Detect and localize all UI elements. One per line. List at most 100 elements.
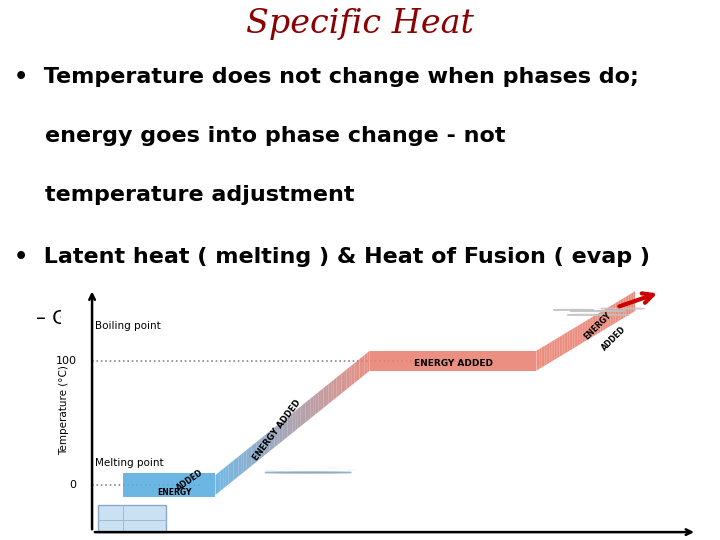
Polygon shape [238, 454, 241, 476]
Polygon shape [223, 467, 226, 489]
Text: Temperature (°C): Temperature (°C) [59, 366, 69, 455]
Polygon shape [244, 450, 246, 472]
Polygon shape [613, 303, 616, 324]
Text: ENERGY: ENERGY [582, 310, 613, 341]
Polygon shape [541, 347, 543, 368]
Polygon shape [609, 306, 611, 327]
Polygon shape [295, 409, 298, 431]
Polygon shape [607, 307, 609, 328]
Polygon shape [632, 292, 634, 313]
Polygon shape [352, 363, 354, 385]
Polygon shape [287, 415, 290, 437]
Polygon shape [556, 338, 558, 359]
Polygon shape [318, 390, 321, 412]
Polygon shape [349, 365, 352, 387]
Polygon shape [634, 291, 635, 312]
Text: temperature adjustment: temperature adjustment [14, 185, 355, 205]
Polygon shape [590, 317, 593, 338]
Polygon shape [572, 328, 575, 349]
Polygon shape [290, 413, 292, 435]
Text: – Gives amount of energy needed for phase change: – Gives amount of energy needed for phas… [36, 309, 542, 328]
Polygon shape [559, 336, 561, 357]
Polygon shape [259, 438, 262, 460]
Polygon shape [344, 369, 346, 392]
Polygon shape [584, 321, 586, 342]
Polygon shape [538, 349, 540, 370]
Polygon shape [336, 376, 339, 397]
Polygon shape [357, 359, 359, 381]
Polygon shape [617, 301, 618, 322]
Polygon shape [321, 388, 323, 410]
Polygon shape [564, 333, 566, 354]
Polygon shape [630, 293, 632, 314]
Polygon shape [316, 392, 318, 414]
Polygon shape [364, 353, 367, 375]
Polygon shape [269, 429, 272, 451]
Polygon shape [346, 367, 349, 389]
Text: •  Latent heat ( melting ) & Heat of Fusion ( evap ): • Latent heat ( melting ) & Heat of Fusi… [14, 247, 650, 267]
Polygon shape [593, 316, 594, 337]
Polygon shape [241, 452, 244, 474]
Polygon shape [215, 473, 218, 495]
Polygon shape [305, 401, 308, 422]
Polygon shape [575, 327, 576, 348]
Text: 0: 0 [70, 480, 76, 490]
Polygon shape [582, 322, 584, 343]
Text: •  Temperature does not change when phases do;: • Temperature does not change when phase… [14, 68, 639, 87]
Polygon shape [566, 332, 567, 353]
Polygon shape [280, 421, 282, 443]
Polygon shape [251, 444, 254, 466]
Polygon shape [563, 334, 564, 355]
Polygon shape [606, 308, 607, 329]
Polygon shape [549, 342, 552, 363]
Polygon shape [567, 331, 570, 352]
Polygon shape [277, 423, 280, 445]
Polygon shape [285, 417, 287, 439]
Polygon shape [267, 431, 269, 454]
Polygon shape [313, 394, 316, 416]
Polygon shape [272, 427, 274, 449]
Polygon shape [571, 329, 572, 350]
Polygon shape [540, 348, 541, 369]
Polygon shape [618, 300, 621, 321]
Polygon shape [604, 309, 606, 330]
Polygon shape [367, 351, 370, 373]
Polygon shape [553, 340, 554, 361]
Polygon shape [264, 434, 267, 456]
Polygon shape [621, 299, 622, 320]
Polygon shape [612, 304, 613, 325]
FancyBboxPatch shape [98, 505, 166, 532]
Polygon shape [254, 442, 256, 464]
Ellipse shape [570, 310, 626, 312]
Polygon shape [354, 361, 357, 383]
Polygon shape [570, 330, 571, 351]
Polygon shape [331, 380, 334, 402]
Polygon shape [231, 461, 233, 482]
Polygon shape [536, 350, 538, 370]
Polygon shape [341, 372, 344, 394]
Polygon shape [624, 297, 625, 318]
Polygon shape [548, 343, 549, 364]
Polygon shape [249, 446, 251, 468]
Polygon shape [323, 386, 326, 408]
Polygon shape [577, 325, 579, 346]
Polygon shape [282, 419, 285, 441]
Polygon shape [581, 323, 582, 344]
Ellipse shape [265, 472, 351, 473]
Polygon shape [629, 294, 630, 315]
Polygon shape [544, 345, 546, 366]
Polygon shape [600, 311, 602, 332]
Text: ENERGY ADDED: ENERGY ADDED [413, 359, 492, 368]
Polygon shape [310, 396, 313, 419]
Text: Specific Heat: Specific Heat [246, 9, 474, 40]
Polygon shape [625, 296, 627, 317]
Ellipse shape [567, 314, 629, 315]
Polygon shape [228, 463, 231, 484]
Polygon shape [220, 469, 223, 491]
Polygon shape [123, 472, 215, 497]
Polygon shape [594, 315, 595, 336]
Polygon shape [308, 399, 310, 420]
Text: 100: 100 [55, 356, 76, 366]
Polygon shape [622, 298, 624, 319]
Polygon shape [598, 313, 599, 334]
